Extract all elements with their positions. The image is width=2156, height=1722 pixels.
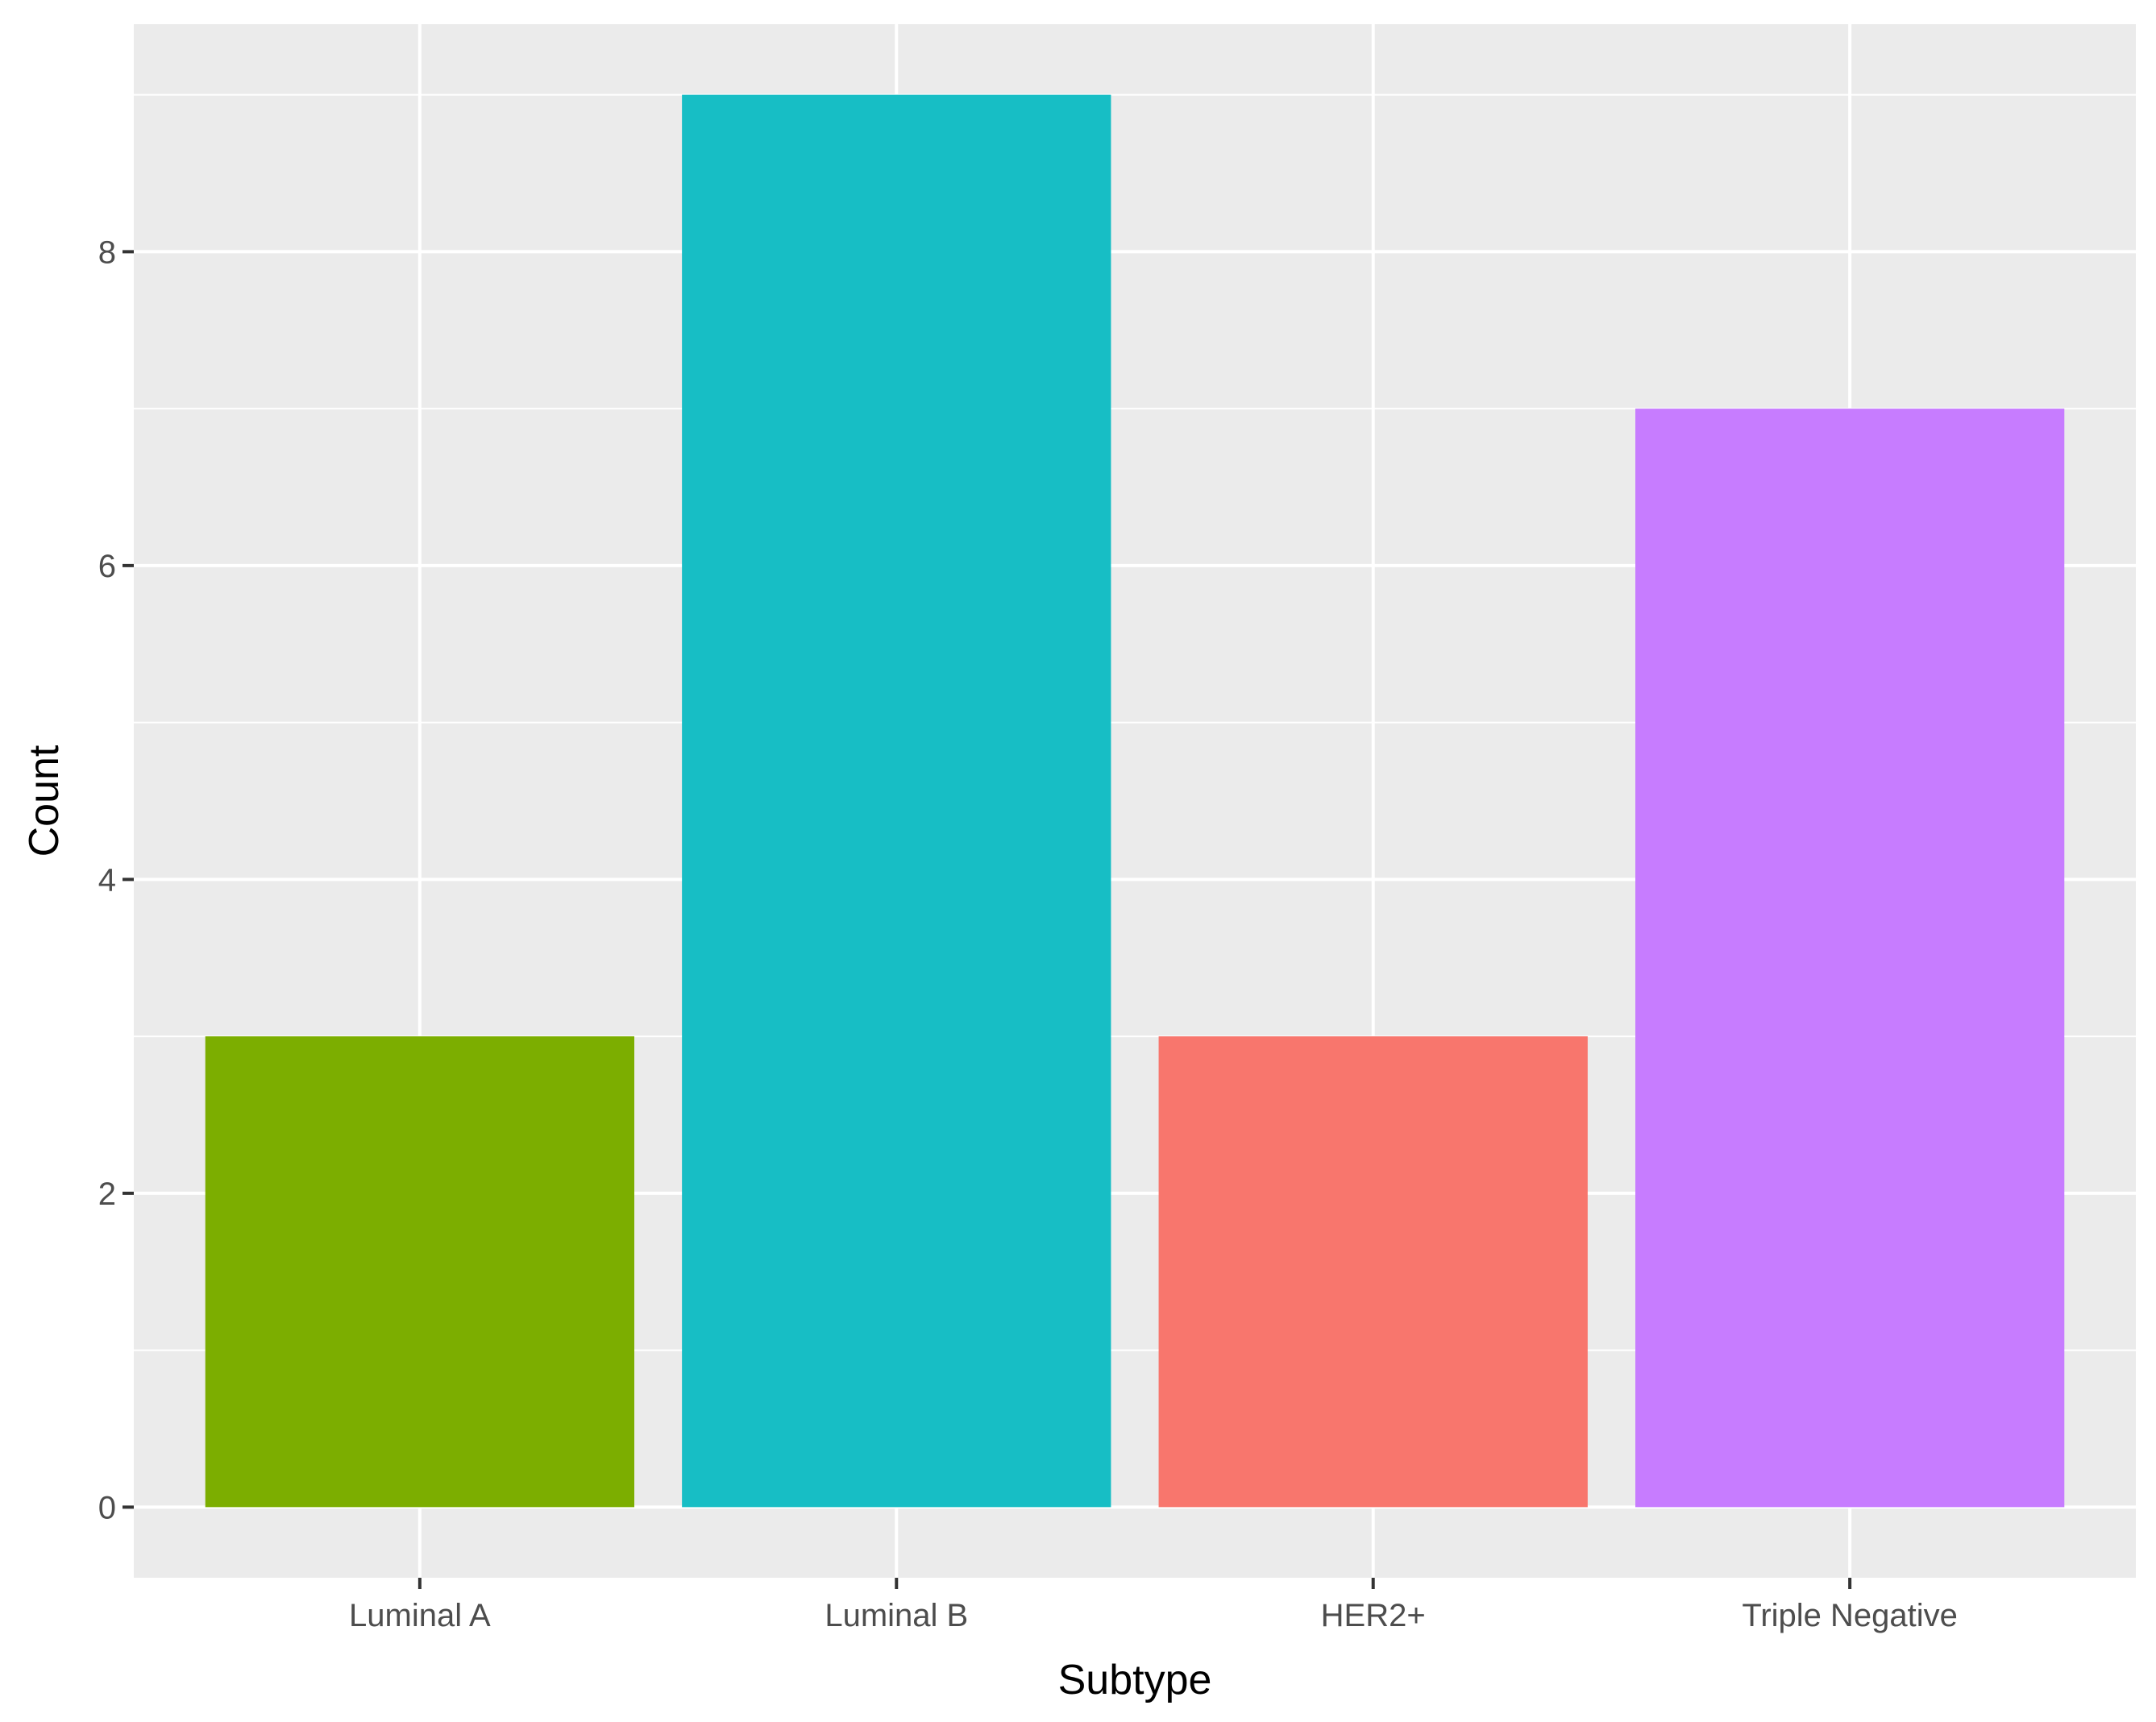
bar-luminal-a [205,1036,634,1508]
x-axis-title: Subtype [1058,1657,1212,1703]
bar-luminal-b [682,94,1111,1508]
x-tick-label: Triple Negative [1742,1598,1958,1633]
y-tick-label: 6 [98,549,116,584]
x-axis: Luminal A Luminal B HER2+ Triple Negative [349,1578,1958,1633]
y-axis: 0 2 4 6 8 [98,234,134,1525]
y-tick-label: 4 [98,862,116,898]
y-axis-title: Count [21,745,68,857]
y-tick-label: 8 [98,234,116,270]
bar-triple-negative [1635,409,2065,1508]
x-tick-label: Luminal A [349,1598,491,1633]
x-tick-label: Luminal B [825,1598,968,1633]
bar-her2- [1158,1036,1588,1508]
y-tick-label: 2 [98,1176,116,1212]
bars [205,94,2065,1508]
y-tick-label: 0 [98,1490,116,1525]
x-tick-label: HER2+ [1321,1598,1426,1633]
